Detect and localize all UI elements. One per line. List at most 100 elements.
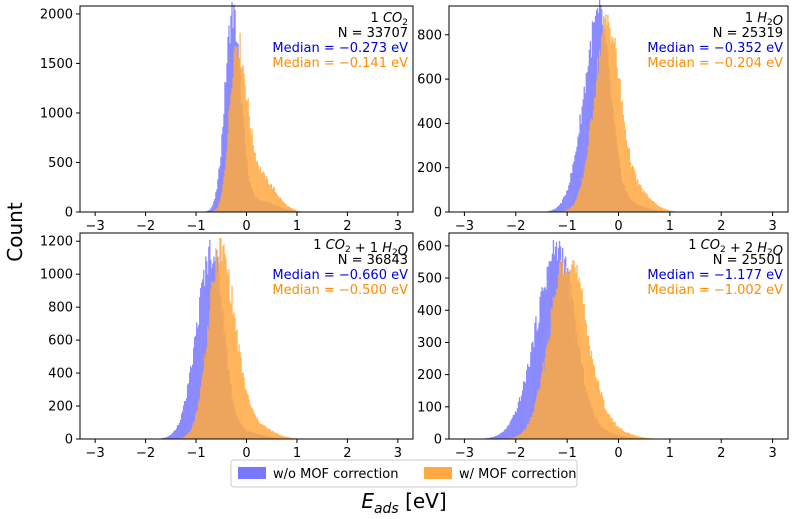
histogram-bar — [218, 203, 220, 212]
histogram-bar — [510, 437, 512, 439]
histogram-bar — [256, 160, 258, 212]
histogram-bar — [180, 437, 183, 439]
histogram-bar — [176, 425, 179, 439]
histogram-bar — [545, 348, 547, 439]
histogram-bar — [262, 425, 264, 439]
histogram-bar — [225, 258, 227, 439]
histogram-bar — [239, 32, 241, 212]
histogram-bar — [291, 208, 294, 212]
histogram-bar — [196, 410, 198, 439]
histogram-bar — [283, 436, 286, 439]
histogram-bar — [630, 167, 633, 212]
histogram-bar — [193, 422, 195, 439]
histogram-bar — [226, 63, 228, 212]
histogram-bar — [551, 210, 554, 212]
x-tick-label: −2 — [136, 219, 155, 234]
histogram-bar — [224, 81, 226, 212]
histogram-bar — [200, 387, 202, 439]
histogram-bar — [594, 377, 597, 439]
histogram-bar — [578, 277, 580, 439]
histogram-bar — [669, 210, 672, 212]
histogram-bar — [534, 322, 536, 439]
histogram-bar — [235, 331, 237, 439]
histogram-bar — [618, 77, 620, 213]
histogram-bar — [584, 93, 586, 212]
histogram-bar — [621, 429, 623, 439]
histogram-bar — [636, 179, 639, 212]
histogram-bar — [663, 208, 666, 212]
histogram-bar — [520, 395, 523, 439]
x-tick-label: 0 — [614, 219, 622, 234]
histogram-bar — [529, 366, 531, 439]
legend: w/o MOF correction w/ MOF correction — [230, 459, 578, 488]
histogram-bar — [186, 433, 189, 439]
sample-count: N = 33707 — [338, 26, 408, 41]
histogram-bar — [659, 207, 661, 212]
histogram-bar — [211, 206, 213, 212]
histogram-bar — [233, 312, 235, 439]
histogram-bar — [177, 424, 180, 439]
histogram-bar — [255, 418, 257, 439]
panel-title-part: O — [773, 244, 783, 259]
histogram-bar — [645, 193, 647, 212]
histogram-bar — [272, 431, 275, 439]
histogram-bar — [591, 21, 594, 212]
histogram-bar — [656, 205, 658, 212]
histogram-bar — [567, 190, 569, 212]
histogram-bar — [670, 210, 673, 212]
histogram-bar — [633, 170, 636, 212]
histogram-bar — [602, 396, 604, 439]
histogram-bar — [514, 436, 517, 439]
histogram-bar — [213, 283, 215, 439]
median-without-correction: Median = −0.352 eV — [647, 41, 783, 56]
histogram-bar — [576, 197, 578, 212]
histogram-bar — [195, 414, 197, 439]
histogram-bar — [200, 287, 202, 439]
histogram-bar — [559, 203, 562, 212]
histogram-bar — [218, 262, 220, 439]
histogram-bar — [616, 67, 618, 213]
histogram-bar — [651, 200, 653, 212]
histogram-bar — [639, 184, 641, 212]
histogram-bar — [568, 185, 570, 212]
y-tick-label: 0 — [65, 206, 73, 221]
histogram-bar — [290, 437, 293, 439]
histogram-bar — [235, 47, 237, 212]
histogram-bar — [259, 423, 261, 439]
histogram-bar — [623, 121, 625, 212]
x-tick-label: −2 — [136, 446, 155, 461]
histogram-bar — [194, 337, 196, 439]
histogram-bar — [490, 437, 492, 439]
histogram-bar — [569, 182, 571, 212]
histogram-bar — [564, 274, 566, 439]
histogram-bar — [204, 353, 206, 439]
histogram-bar — [586, 72, 588, 212]
histogram-bar — [565, 265, 567, 439]
histogram-bar — [292, 209, 295, 212]
histogram-bar — [270, 183, 273, 212]
histogram-bar — [617, 78, 619, 213]
histogram-bar — [254, 414, 256, 439]
panel-title-part: CO — [701, 238, 720, 253]
histogram-bar — [216, 208, 218, 212]
histogram-bar — [218, 168, 220, 212]
median-without-correction: Median = −0.273 eV — [272, 41, 408, 56]
histogram-bar — [249, 404, 251, 439]
histogram-bar — [226, 269, 228, 439]
histogram-bar — [589, 121, 592, 212]
histogram-bar — [268, 429, 271, 439]
histogram-bar — [605, 409, 607, 439]
x-tick-label: 0 — [242, 219, 250, 234]
histogram-bar — [264, 179, 266, 212]
histogram-bar — [635, 436, 638, 439]
histogram-bar — [660, 206, 662, 212]
histogram-bar — [273, 432, 276, 439]
histogram-bar — [559, 259, 562, 439]
histogram-bar — [624, 129, 626, 212]
histogram-bar — [506, 426, 508, 439]
histogram-bar — [647, 437, 649, 439]
y-tick-label: 0 — [434, 206, 442, 221]
histogram-bar — [244, 388, 246, 439]
histogram-bar — [560, 265, 563, 439]
